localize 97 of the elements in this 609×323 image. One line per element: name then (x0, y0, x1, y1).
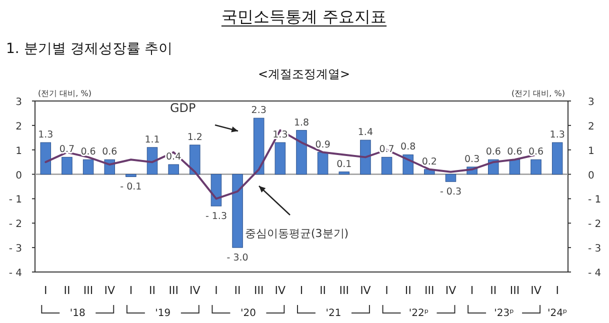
x-tick-label: II (404, 284, 412, 297)
bar (190, 144, 200, 175)
bar (146, 147, 158, 175)
chart-subtitle: 1. 분기별 경제성장률 추이 (6, 41, 173, 57)
x-tick-label: I (556, 284, 559, 297)
data-label: - 1.3 (205, 211, 227, 222)
data-label: 1.4 (358, 127, 374, 138)
bar (126, 174, 136, 177)
data-label: 0.6 (486, 146, 501, 158)
x-tick-label: III (510, 284, 520, 297)
y2-axis-title: (전기 대비, %) (512, 89, 565, 98)
x-tick-label: II (234, 284, 241, 297)
bar (274, 142, 286, 175)
x-tick-label: II (149, 284, 156, 297)
data-label: 0.6 (528, 146, 544, 158)
x-tick-label: III (339, 284, 350, 297)
y2-tick-label: - 3 (588, 244, 602, 255)
data-label: - 3.0 (226, 252, 248, 264)
data-label: 0.6 (507, 146, 522, 158)
bar (530, 159, 542, 175)
text: <계절조정계열> (258, 67, 350, 81)
y2-tick-label: 1 (588, 146, 594, 157)
data-label: - 0.3 (440, 186, 462, 198)
data-label: 1.8 (294, 117, 310, 128)
x-tick-label: I (44, 284, 48, 297)
y2-tick-label: - 1 (588, 194, 602, 206)
data-label: 2.3 (251, 105, 266, 116)
data-label: 1.1 (144, 134, 160, 146)
x-tick-label: III (424, 284, 434, 297)
x-tick-label: IV (274, 284, 286, 297)
text: '24ᵖ (547, 308, 568, 319)
y-tick-label: - 1 (8, 194, 22, 206)
y2-tick-label: 3 (588, 97, 594, 108)
bar (253, 118, 264, 175)
x-tick-label: III (168, 284, 178, 297)
bar (509, 159, 520, 175)
x-tick-label: II (64, 284, 70, 297)
bar (40, 142, 52, 175)
x-tick-label: I (385, 284, 388, 297)
text: '18 (70, 308, 86, 319)
chart-title: 국민소득통계 주요지표 (221, 7, 387, 26)
y2-tick-label: 0 (588, 170, 594, 182)
bar (82, 159, 94, 175)
x-tick-label: IV (530, 284, 542, 297)
data-label: 0.2 (422, 156, 437, 168)
text: '21 (326, 308, 342, 319)
x-tick-label: III (83, 284, 94, 297)
data-label: 0.3 (464, 154, 480, 165)
y-tick-label: - 4 (8, 268, 22, 279)
data-label: 0.1 (336, 158, 352, 170)
text: GDP (170, 101, 196, 115)
data-label: 0.6 (102, 146, 118, 158)
bar (296, 130, 307, 175)
data-label: 0.7 (59, 144, 75, 156)
x-tick-label: II (320, 284, 326, 297)
y-tick-label: 1 (16, 146, 22, 157)
x-tick-label: III (254, 284, 264, 297)
y-tick-label: 3 (16, 97, 22, 108)
y-tick-label: - 3 (8, 244, 22, 255)
data-label: - 0.1 (120, 182, 142, 193)
data-label: 1.3 (38, 130, 54, 141)
text: 중심이동평균(3분기) (245, 227, 349, 240)
x-tick-label: IV (360, 284, 372, 297)
x-tick-label: IV (190, 284, 201, 297)
x-tick-label: IV (445, 284, 457, 297)
text: '22ᵖ (408, 308, 429, 319)
x-tick-label: II (490, 284, 497, 297)
x-tick-label: I (300, 284, 304, 297)
y-tick-label: 0 (16, 170, 22, 182)
x-tick-label: IV (104, 284, 116, 297)
bar (552, 142, 563, 175)
x-tick-label: I (214, 284, 218, 297)
y2-tick-label: - 2 (588, 219, 602, 230)
bar (381, 156, 392, 175)
bar (317, 152, 328, 175)
bar (168, 164, 179, 175)
data-label: 1.2 (187, 132, 202, 143)
y-tick-label: - 2 (8, 219, 22, 230)
x-tick-label: I (129, 284, 133, 297)
text: '23ᵖ (494, 308, 514, 319)
text: '19 (155, 308, 171, 319)
data-label: 0.9 (315, 139, 330, 150)
y2-tick-label: - 4 (588, 268, 602, 279)
data-label: 0.6 (80, 146, 96, 158)
bar (338, 172, 350, 175)
y-axis-title: (전기 대비, %) (38, 89, 92, 98)
bar (62, 156, 72, 175)
bar (360, 140, 371, 175)
data-label: 1.3 (550, 130, 565, 141)
y-tick-label: 2 (16, 121, 22, 132)
y2-tick-label: 2 (588, 121, 594, 132)
bar (232, 174, 243, 248)
bar (445, 174, 456, 182)
bar (210, 174, 222, 206)
data-label: 0.8 (400, 142, 416, 153)
x-tick-label: I (470, 284, 474, 297)
text: '20 (240, 308, 256, 319)
